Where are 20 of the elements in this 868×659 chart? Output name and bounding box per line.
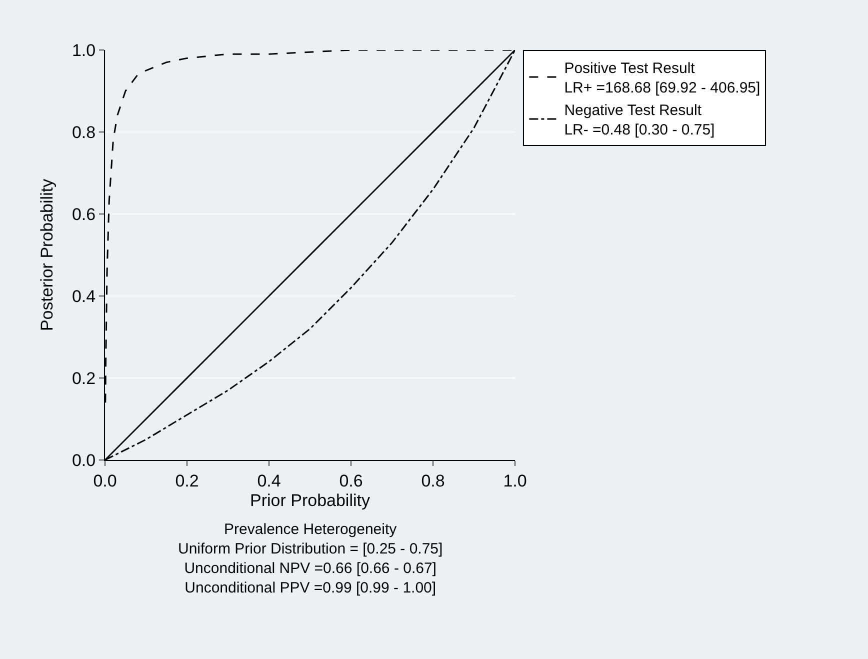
y-tick-label: 0.4: [72, 286, 96, 306]
x-tick-label: 0.4: [257, 471, 281, 490]
y-axis-title: Posterior Probability: [38, 178, 57, 332]
y-tick-label: 0.8: [72, 122, 96, 142]
text: Prevalence Heterogeneity: [224, 521, 398, 538]
legend-label: Positive Test Result LR+ =168.68 [69.92 - 406.95]: [564, 60, 760, 97]
x-tick-label: 0.2: [175, 471, 199, 490]
text: Unconditional PPV =0.99 [0.99 - 1.00]: [184, 580, 436, 596]
text: Uniform Prior Distribution = [0.25 - 0.75]: [178, 540, 443, 558]
x-tick-label: 0.0: [93, 471, 117, 490]
text: Unconditional NPV =0.66 [0.66 - 0.67]: [184, 560, 436, 577]
x-tick-label: 1.0: [503, 471, 527, 490]
x-tick-label: 0.6: [339, 471, 363, 490]
y-tick-label: 0.2: [72, 368, 96, 388]
x-tick-label: 0.8: [421, 471, 445, 490]
y-tick-label: 0.0: [72, 450, 96, 470]
x-axis-title: Prior Probability: [250, 490, 370, 510]
y-tick-label: 1.0: [72, 40, 96, 60]
legend-label: Negative Test Result LR- =0.48 [0.30 - 0.75]: [564, 102, 715, 139]
y-tick-label: 0.6: [72, 204, 96, 224]
